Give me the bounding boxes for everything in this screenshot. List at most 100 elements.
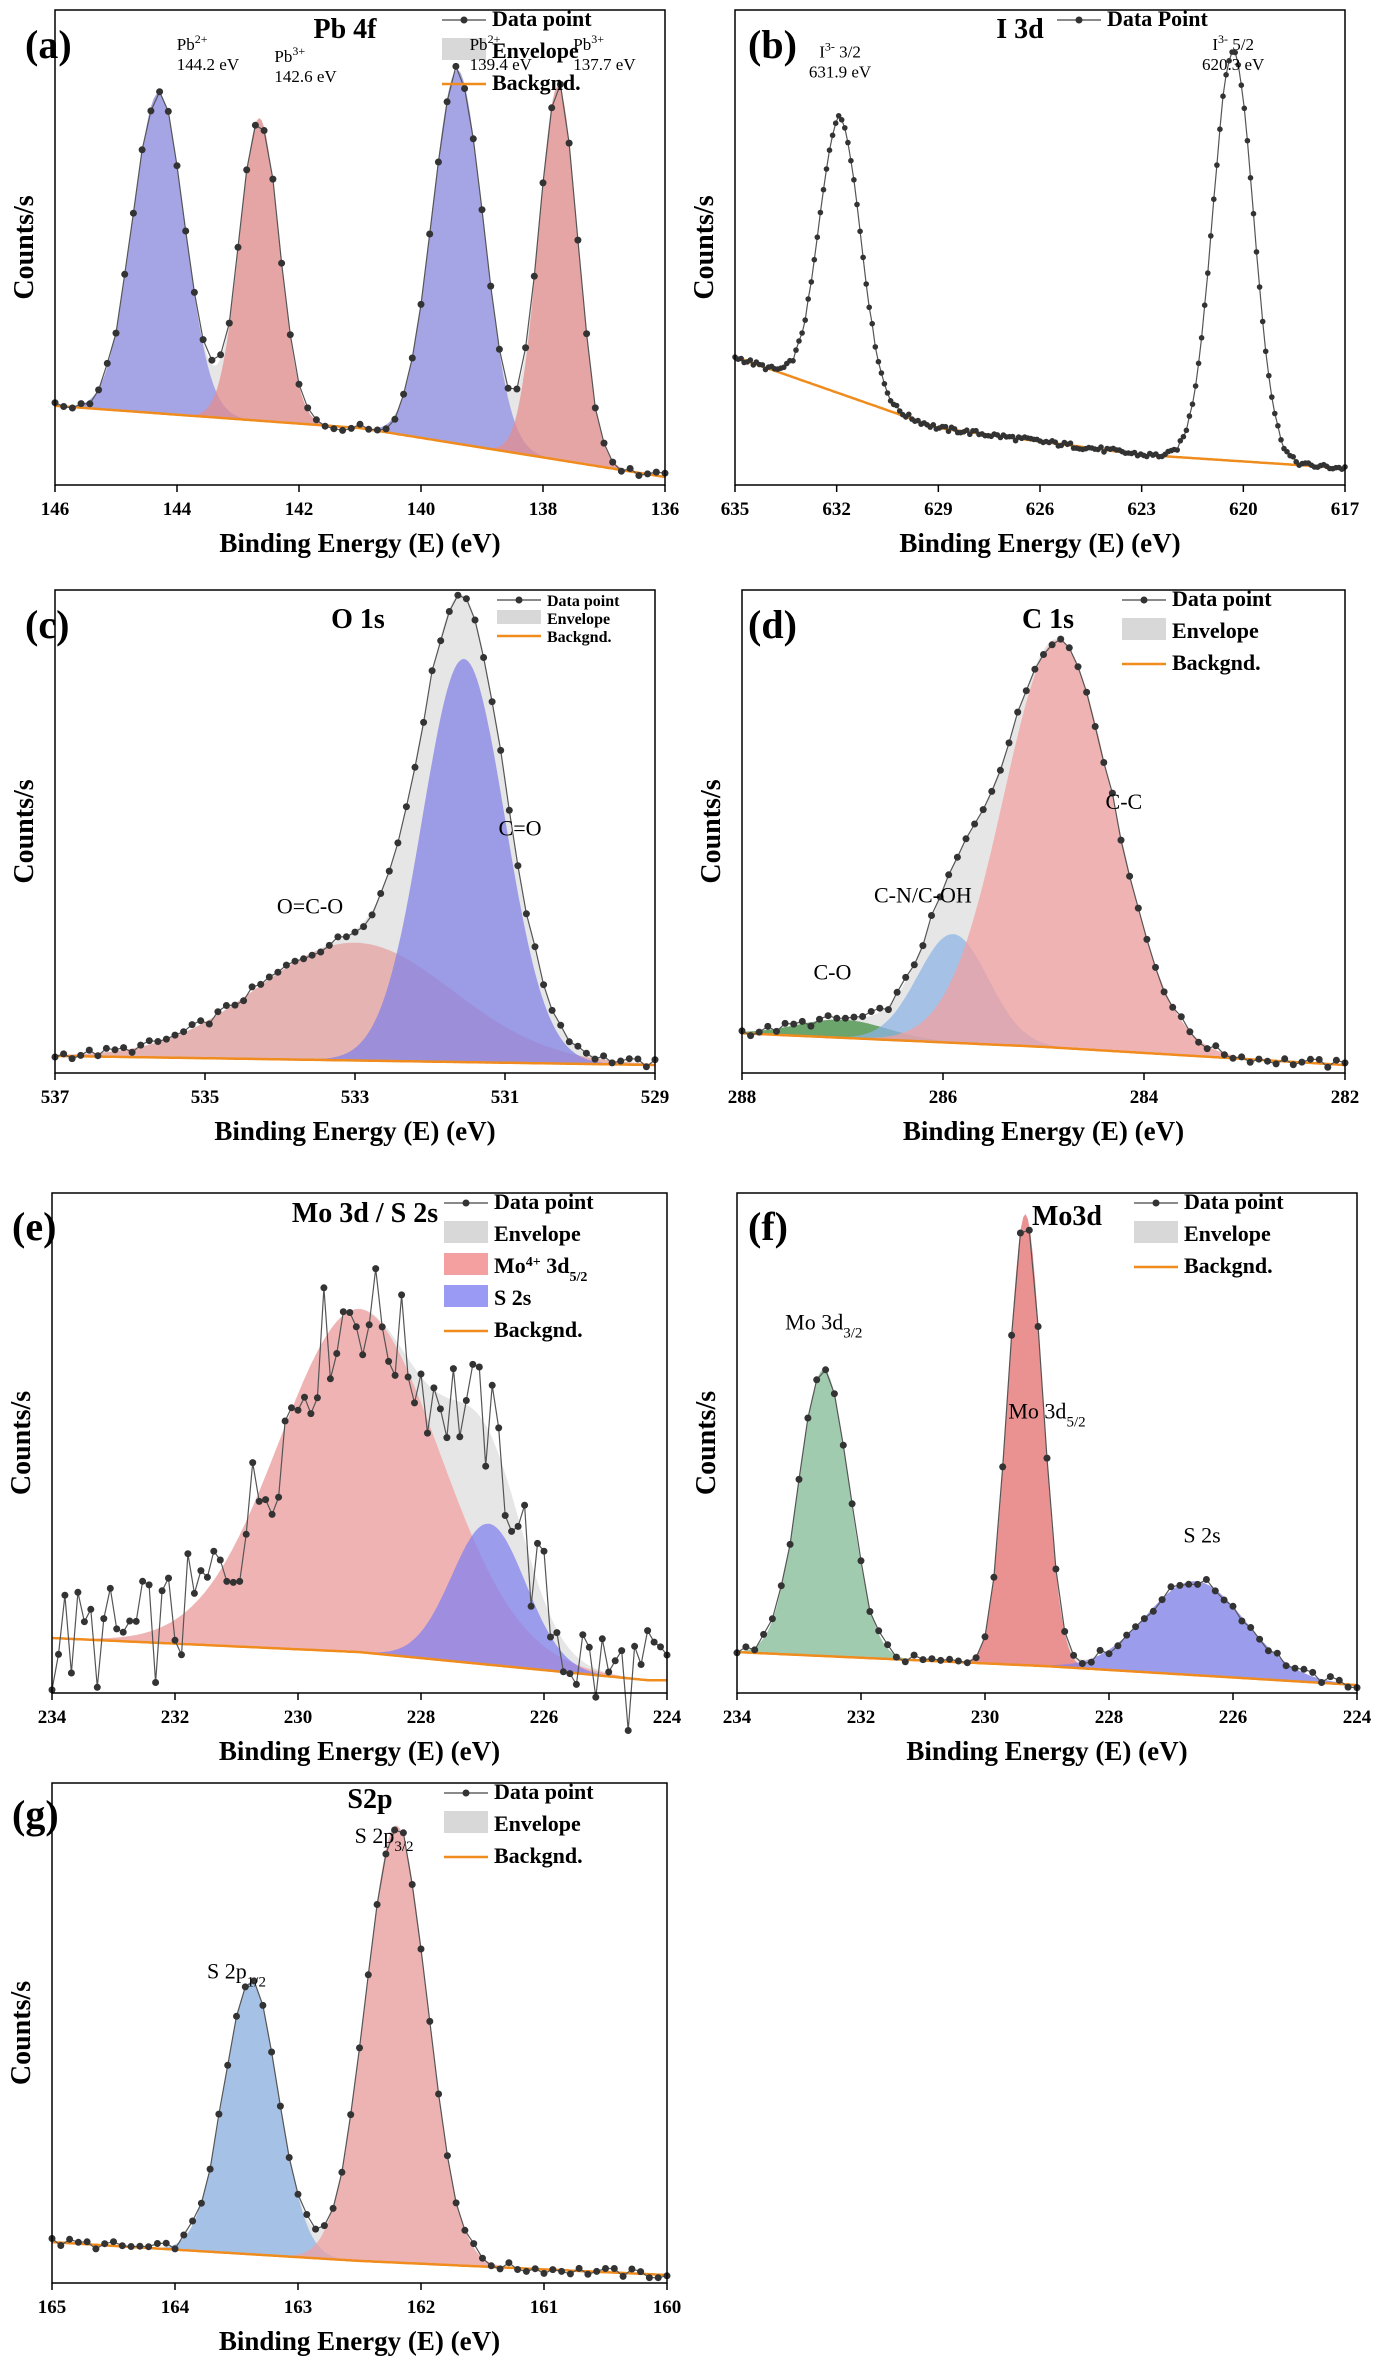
data-point [347, 2111, 355, 2119]
x-tick-label: 531 [491, 1087, 520, 1108]
legend-swatch [444, 1285, 488, 1307]
data-point [1247, 1624, 1255, 1631]
component-a-3 [55, 86, 665, 477]
data-point [1256, 1635, 1264, 1643]
data-point [786, 1540, 794, 1548]
data-point [884, 1006, 892, 1014]
data-point [137, 1041, 145, 1049]
data-point [628, 2265, 636, 2273]
data-point [408, 354, 416, 362]
data-point [111, 1046, 119, 1054]
data-point [385, 1357, 393, 1365]
data-point [199, 336, 207, 344]
x-tick-label: 537 [41, 1087, 70, 1108]
data-point [330, 425, 338, 433]
data-point [781, 364, 787, 371]
data-point [93, 1683, 101, 1691]
data-point [300, 955, 308, 963]
data-point [86, 400, 94, 408]
panel-letter: (c) [25, 602, 69, 647]
data-point [795, 1475, 803, 1483]
x-tick-label: 232 [161, 1707, 190, 1728]
data-point [1022, 687, 1030, 695]
data-point [637, 2268, 645, 2276]
data-point [876, 1004, 884, 1012]
data-point [312, 2225, 320, 2233]
data-point [356, 420, 364, 428]
svg-text:C-C: C-C [1106, 789, 1143, 814]
data-point [497, 746, 505, 754]
data-point [67, 1669, 75, 1677]
x-tick-label: 164 [161, 2297, 190, 2318]
data-point [751, 1646, 759, 1654]
x-tick-label: 224 [653, 1707, 682, 1728]
x-tick-label: 629 [924, 499, 953, 520]
background-line-a [54, 404, 666, 479]
component-d-2 [742, 640, 1345, 1065]
x-tick-label: 162 [407, 2297, 436, 2318]
data-point [164, 107, 172, 115]
data-point [128, 1048, 136, 1056]
data-point [1203, 1045, 1211, 1053]
data-point [217, 351, 225, 359]
data-point [1114, 1642, 1122, 1650]
data-point [1250, 210, 1257, 217]
data-point [190, 1589, 198, 1597]
data-point [288, 1404, 295, 1412]
data-point [190, 288, 198, 296]
data-point [1282, 1662, 1290, 1670]
data-point [1192, 383, 1199, 389]
data-point [760, 1630, 768, 1638]
data-point [875, 1627, 883, 1635]
data-point [1195, 360, 1202, 367]
panel-a: 146 144 142 140 138 136 Binding Energy (E) (eV… [9, 6, 679, 558]
data-point [793, 347, 799, 353]
data-point [1177, 1013, 1185, 1021]
data-point [87, 1605, 95, 1613]
legend-label: Data point [494, 1779, 594, 1804]
data-point [487, 2262, 495, 2270]
data-point [973, 427, 979, 434]
data-point [1057, 635, 1065, 643]
data-point [138, 146, 146, 154]
data-point [291, 957, 299, 965]
data-point [650, 1638, 658, 1646]
legend-label: Backgnd. [492, 70, 581, 95]
data-point [1167, 1583, 1175, 1591]
data-point [368, 911, 376, 919]
data-point [841, 1014, 849, 1022]
data-point [351, 928, 359, 936]
data-point [480, 654, 488, 661]
data-point [617, 467, 625, 475]
data-point [255, 1497, 263, 1505]
data-point [1275, 423, 1281, 429]
data-point [496, 2265, 504, 2273]
peak-annotation: S 2p1/2 [207, 1958, 266, 1990]
data-point [990, 1573, 998, 1581]
data-point [173, 162, 181, 170]
data-point [171, 1636, 179, 1644]
panel-e: 234 232 230 228 226 224 Binding Energy (E) (eV… [6, 1189, 682, 1766]
data-point [928, 912, 935, 919]
data-point [585, 1643, 593, 1651]
data-point [624, 1727, 632, 1734]
legend-label: S 2s [494, 1285, 532, 1310]
data-point [1134, 904, 1142, 912]
x-tick-label: 228 [1095, 1707, 1124, 1728]
data-point [1220, 1051, 1228, 1059]
data-point [61, 1591, 69, 1599]
legend-label: Envelope [494, 1811, 581, 1836]
data-point [136, 2242, 144, 2250]
data-point [637, 1661, 645, 1668]
data-point [77, 400, 85, 408]
x-axis-title: Binding Energy (E) (eV) [219, 1736, 500, 1766]
data-point [878, 370, 885, 376]
legend-entry: Envelope [444, 1221, 581, 1246]
data-point [575, 2264, 583, 2272]
peak-annotation: Mo 3d3/2 [785, 1309, 862, 1341]
data-point [869, 320, 875, 327]
legend-label: Envelope [547, 611, 610, 628]
data-point [857, 1557, 865, 1565]
data-point [342, 933, 350, 941]
panel-b: 635 632 629 626 623 620 617 Binding Energy (E) … [689, 6, 1360, 558]
